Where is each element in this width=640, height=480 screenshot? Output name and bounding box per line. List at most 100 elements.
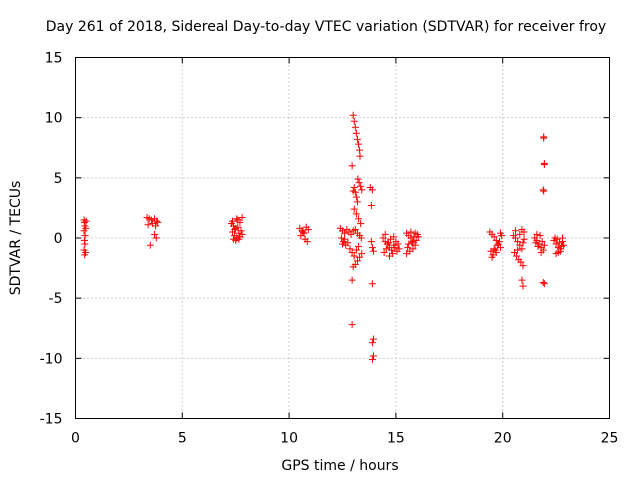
data-point <box>346 245 354 253</box>
data-point <box>358 250 366 258</box>
data-point <box>538 238 546 246</box>
data-point <box>513 252 521 260</box>
data-point <box>367 202 375 210</box>
data-point <box>532 239 540 247</box>
data-point <box>82 224 90 232</box>
data-point <box>411 229 419 237</box>
data-point <box>237 227 245 235</box>
data-point <box>520 235 528 243</box>
data-point <box>533 230 541 238</box>
data-point <box>228 217 236 225</box>
data-point <box>554 248 562 256</box>
data-point <box>304 226 312 234</box>
data-point <box>355 215 363 223</box>
data-point <box>384 239 392 247</box>
data-point <box>409 238 417 246</box>
y-tick-label: -10 <box>40 351 63 367</box>
data-point <box>357 182 365 190</box>
data-point <box>409 245 417 253</box>
data-point <box>341 229 349 237</box>
data-point <box>144 221 152 229</box>
data-point <box>383 240 391 248</box>
data-point <box>368 186 376 194</box>
data-point <box>369 335 377 343</box>
data-point <box>368 244 376 252</box>
data-point <box>349 111 357 119</box>
data-point <box>356 146 364 154</box>
data-point <box>353 198 361 206</box>
data-point <box>348 276 356 284</box>
x-tick-label: 25 <box>601 431 619 447</box>
data-point <box>355 140 363 148</box>
data-point <box>380 248 388 256</box>
data-point <box>81 232 89 240</box>
data-point <box>358 186 366 194</box>
data-point <box>350 183 358 191</box>
data-point <box>555 239 563 247</box>
data-point <box>540 241 548 249</box>
data-point <box>514 238 522 246</box>
data-point <box>407 228 415 236</box>
data-point <box>539 279 547 287</box>
data-point <box>412 236 420 244</box>
data-point <box>518 276 526 284</box>
data-point <box>356 152 364 160</box>
data-point <box>519 262 527 270</box>
data-point <box>231 226 239 234</box>
data-point <box>490 245 498 253</box>
data-point <box>350 252 358 260</box>
data-point <box>540 134 548 142</box>
data-point <box>147 216 155 224</box>
data-point <box>414 233 422 241</box>
data-point <box>350 205 358 213</box>
data-point <box>493 241 501 249</box>
data-point <box>369 247 377 255</box>
grid <box>75 57 610 419</box>
x-tick-label: 20 <box>494 431 512 447</box>
data-point <box>355 242 363 250</box>
y-tick-label: -5 <box>49 291 63 307</box>
data-point <box>560 241 568 249</box>
data-point <box>232 236 240 244</box>
data-point <box>552 240 560 248</box>
x-tick-label: 10 <box>280 431 298 447</box>
data-point <box>233 215 241 223</box>
data-point <box>497 229 505 237</box>
data-point <box>408 239 416 247</box>
data-point <box>352 246 360 254</box>
data-point <box>495 238 503 246</box>
data-point <box>369 352 377 360</box>
axis-ticks: 0 5 10 15 20 25 -15 -10 -5 0 5 10 15 <box>40 51 619 447</box>
data-point <box>394 240 402 248</box>
y-tick-label: -15 <box>40 412 63 428</box>
data-point <box>349 187 357 195</box>
data-point <box>146 241 154 249</box>
data-point <box>556 245 564 253</box>
data-point <box>516 230 524 238</box>
data-point <box>355 179 363 187</box>
data-point <box>553 235 561 243</box>
data-point <box>407 234 415 242</box>
data-point <box>492 248 500 256</box>
data-point <box>404 244 412 252</box>
data-point <box>153 217 161 225</box>
data-point <box>537 248 545 256</box>
data-point <box>341 235 349 243</box>
data-point <box>368 280 376 288</box>
x-tick-label: 5 <box>178 431 187 447</box>
data-point <box>382 245 390 253</box>
data-point <box>559 234 567 242</box>
data-point <box>339 240 346 248</box>
data-points <box>80 111 568 364</box>
y-tick-label: 0 <box>54 231 63 247</box>
data-point <box>344 239 352 247</box>
data-point <box>351 226 359 234</box>
data-point <box>512 227 520 235</box>
data-point <box>519 239 527 247</box>
data-point <box>391 244 399 252</box>
data-point <box>540 161 548 169</box>
data-point <box>152 234 160 242</box>
data-point <box>352 129 360 137</box>
x-tick-label: 0 <box>71 431 80 447</box>
